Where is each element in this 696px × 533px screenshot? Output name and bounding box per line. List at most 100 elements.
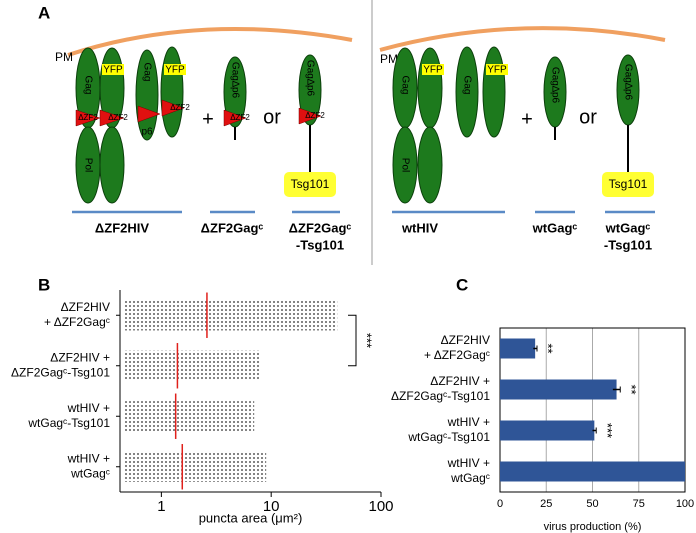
x-tick-label: 75 [633, 498, 645, 510]
membrane-label: PM [55, 50, 73, 64]
membrane [379, 26, 666, 52]
p6-label: p6 [141, 127, 153, 138]
significance: *** [600, 423, 615, 438]
gag-shape [160, 46, 184, 138]
zf2-marker [137, 105, 161, 123]
significance: ** [624, 384, 639, 394]
dot-cloud [123, 401, 255, 432]
gag-dp6-label: Gag∆p6 [549, 67, 560, 104]
gag-shape [455, 46, 479, 138]
bar [500, 461, 685, 482]
category-label: ΔZF2Gagᶜ-Tsg101 [11, 365, 110, 379]
category-label: ΔZF2HIV [441, 333, 490, 347]
dot-cloud [123, 451, 267, 482]
or: or [579, 106, 597, 128]
membrane [67, 26, 353, 57]
bar [500, 420, 595, 441]
yfp-label: YFP [487, 65, 507, 76]
x-tick-label: 100 [368, 498, 393, 515]
gag-dp6-label: Gag∆p6 [229, 62, 240, 99]
caption: -Tsg101 [604, 237, 652, 252]
x-axis-label: virus production (%) [544, 521, 642, 533]
category-label: wtGagᶜ [70, 466, 110, 480]
category-label: ΔZF2HIV + [50, 350, 110, 364]
category-label: ΔZF2HIV + [430, 374, 490, 388]
zf2-label: ΔZF2 [170, 103, 190, 112]
zf2-marker [99, 109, 125, 127]
x-tick-label: 50 [586, 498, 598, 510]
dot-cloud [123, 350, 261, 381]
x-tick-label: 10 [263, 498, 280, 515]
diagram-left: PM Gag Pol Gag p6 YFP YFP ΔZF2 ΔZF2 ΔZF2… [55, 26, 353, 252]
gag-label: Gag [141, 63, 152, 82]
tsg101-label: Tsg101 [291, 177, 330, 191]
category-label: wtHIV + [447, 456, 490, 470]
zf2-label: ΔZF2 [305, 111, 325, 120]
caption: wtGagᶜ [605, 220, 651, 235]
plot-frame [499, 327, 686, 493]
tsg101-box [602, 172, 654, 197]
category-label: + ΔZF2Gagᶜ [44, 315, 110, 329]
bracket [348, 314, 357, 367]
membrane-label: PM [380, 52, 398, 66]
x-tick-label: 0 [497, 498, 503, 510]
plus: + [202, 108, 214, 130]
tsg101-box [284, 172, 336, 197]
caption: ΔZF2HIV [95, 220, 149, 235]
plus: + [521, 108, 533, 130]
gag-dp6-label: Gag∆p6 [304, 60, 315, 97]
x-axis-label: puncta area (μm²) [199, 510, 303, 525]
caption: -Tsg101 [296, 237, 344, 252]
zf2-marker [161, 99, 185, 117]
gag-shape [417, 47, 443, 129]
pol-label: Pol [399, 158, 410, 172]
or: or [263, 106, 281, 128]
bar [500, 379, 617, 400]
gag-dp6-label: Gag∆p6 [622, 64, 633, 101]
yfp-tag [422, 64, 444, 75]
yfp-tag [164, 64, 186, 75]
diagram-right: PM Gag Pol Gag YFP YFP + Gag∆p6 or Gag∆p… [379, 26, 666, 252]
yfp-label: YFP [423, 65, 443, 76]
pol-shape [417, 126, 443, 204]
dot-cloud [123, 300, 338, 331]
yfp-label: YFP [103, 65, 123, 76]
category-label: ΔZF2Gagᶜ-Tsg101 [391, 389, 490, 403]
pol-shape [99, 126, 125, 204]
caption: wtGagᶜ [532, 220, 578, 235]
yfp-label: YFP [165, 65, 185, 76]
panel-label: C [456, 275, 468, 294]
zf2-marker [223, 109, 247, 127]
pol-shape [392, 126, 418, 204]
caption: ΔZF2Gagᶜ [289, 220, 352, 235]
category-label: ΔZF2HIV [61, 300, 110, 314]
gag-label: Gag [399, 76, 410, 95]
gag-label: Gag [461, 76, 472, 95]
x-tick-label: 100 [676, 498, 694, 510]
zf2-label: ΔZF2 [78, 113, 98, 122]
x-tick-label: 1 [157, 498, 165, 515]
panel-label: A [38, 3, 50, 22]
panel-label: B [38, 275, 50, 294]
zf2-label: ΔZF2 [108, 113, 128, 122]
yfp-tag [486, 64, 508, 75]
caption: ΔZF2Gagᶜ [201, 220, 264, 235]
zf2-marker [298, 107, 322, 125]
category-label: wtHIV + [67, 451, 110, 465]
category-label: wtGagᶜ-Tsg101 [27, 416, 110, 430]
category-label: wtGagᶜ-Tsg101 [407, 430, 490, 444]
yfp-tag [102, 64, 124, 75]
significance: ** [541, 343, 556, 353]
tsg101-label: Tsg101 [609, 177, 648, 191]
category-label: + ΔZF2Gagᶜ [424, 348, 490, 362]
zf2-marker [75, 109, 101, 127]
significance: *** [360, 333, 375, 348]
zf2-label: ΔZF2 [230, 113, 250, 122]
category-label: wtHIV + [447, 415, 490, 429]
x-tick-label: 25 [540, 498, 552, 510]
category-label: wtGagᶜ [450, 471, 490, 485]
bar [500, 338, 536, 359]
category-label: wtHIV + [67, 401, 110, 415]
gag-shape [482, 46, 506, 138]
